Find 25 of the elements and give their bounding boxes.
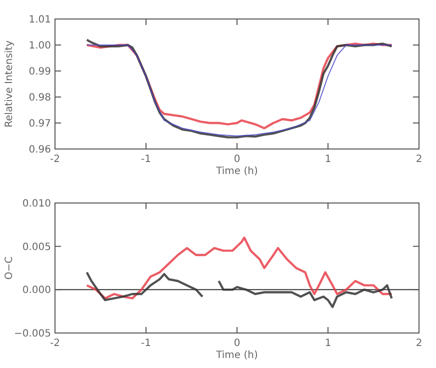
x-tick-label: 1 xyxy=(324,154,332,165)
y-axis-title: O−C xyxy=(4,256,15,280)
y-tick-label: 0.005 xyxy=(22,242,51,253)
y-tick-label: 0.99 xyxy=(28,66,51,78)
x-tick-label: -1 xyxy=(141,154,151,165)
y-axis-title: Relative Intensity xyxy=(4,40,15,128)
x-tick-label: 2 xyxy=(416,154,422,165)
x-tick-label: -2 xyxy=(50,154,60,165)
line-series xyxy=(86,236,393,300)
x-tick-label: 0 xyxy=(234,338,240,349)
x-axis-title: Time (h) xyxy=(215,166,258,177)
x-tick-label: -2 xyxy=(50,338,60,349)
y-tick-label: 0.000 xyxy=(22,285,51,296)
y-tick-label: −0.005 xyxy=(14,328,51,340)
x-tick-label: 2 xyxy=(416,338,422,349)
y-tick-label: 0.010 xyxy=(22,198,51,210)
y-tick-label: 1.01 xyxy=(28,14,51,26)
x-tick-label: 1 xyxy=(324,338,332,349)
y-tick-label: 0.98 xyxy=(28,92,51,104)
x-axis-title: Time (h) xyxy=(215,350,258,361)
x-tick-label: -1 xyxy=(141,338,151,349)
y-tick-label: 0.96 xyxy=(28,144,51,156)
y-tick-label: 0.97 xyxy=(28,118,51,130)
y-tick-label: 1.00 xyxy=(28,40,51,52)
x-tick-label: 0 xyxy=(234,154,240,165)
